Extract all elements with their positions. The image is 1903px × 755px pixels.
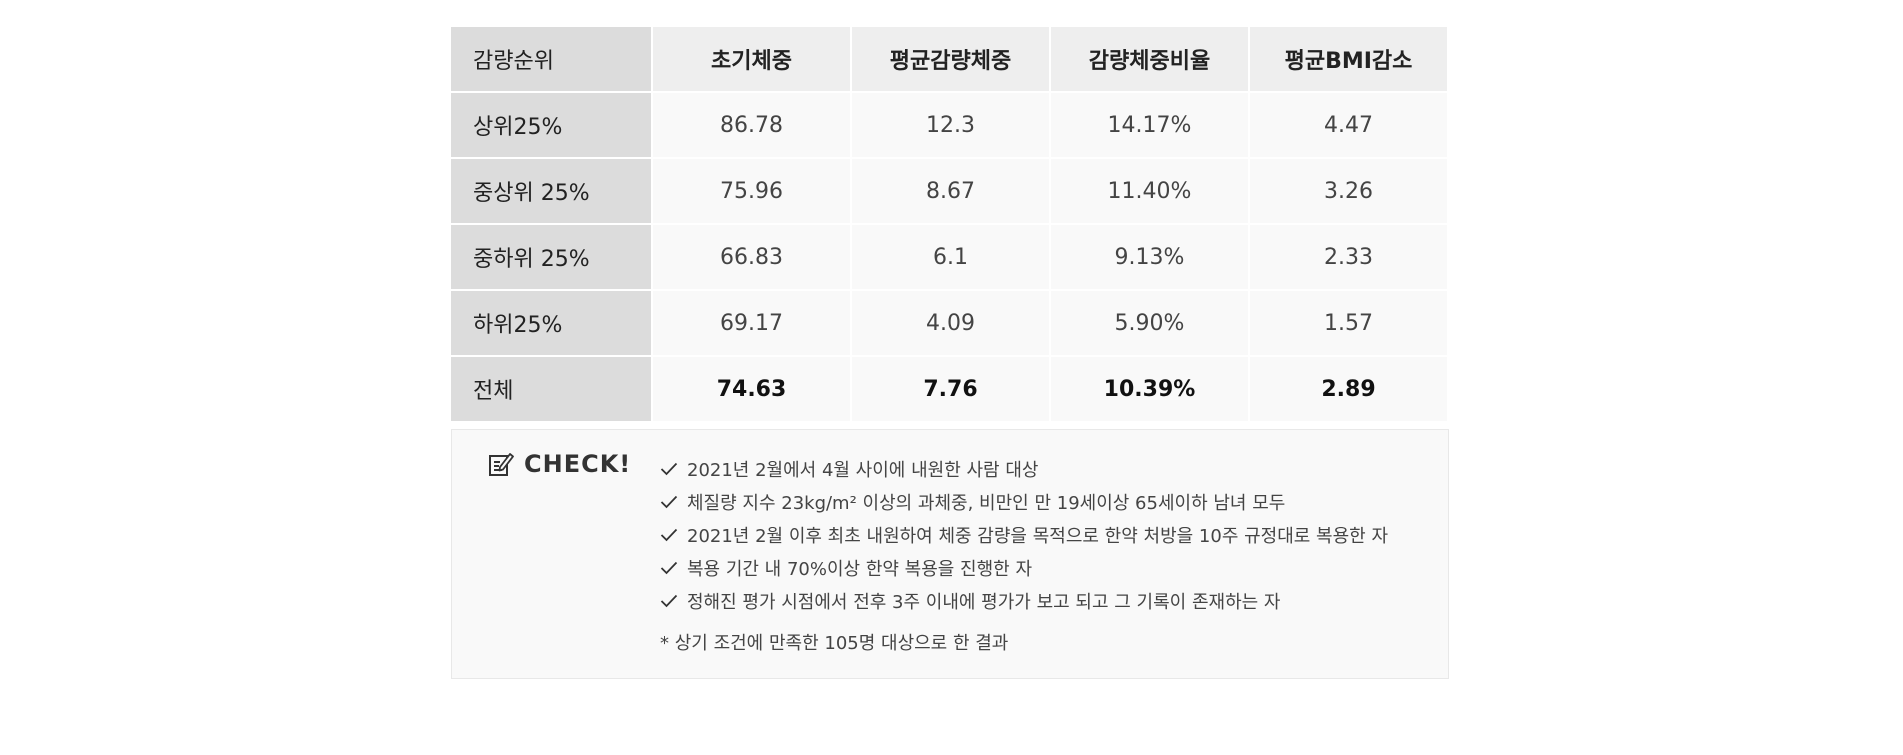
criteria-list: 2021년 2월에서 4월 사이에 내원한 사람 대상 체질량 지수 23kg/… [660, 452, 1388, 617]
cell-initial-weight: 75.96 [653, 159, 850, 223]
table-row: 하위25% 69.17 4.09 5.90% 1.57 [451, 291, 1447, 355]
checkmark-icon [660, 495, 678, 509]
cell-bmi-reduction: 4.47 [1250, 93, 1447, 157]
results-table: 감량순위 초기체중 평균감량체중 감량체중비율 평균BMI감소 상위25% 86… [449, 25, 1449, 423]
cell-avg-loss: 4.09 [852, 291, 1049, 355]
header-bmi-reduction: 평균BMI감소 [1250, 27, 1447, 91]
cell-bmi-reduction: 1.57 [1250, 291, 1447, 355]
list-item: 2021년 2월에서 4월 사이에 내원한 사람 대상 [660, 452, 1388, 485]
header-initial-weight: 초기체중 [653, 27, 850, 91]
header-rank: 감량순위 [451, 27, 651, 91]
header-avg-loss: 평균감량체중 [852, 27, 1049, 91]
cell-initial-weight: 74.63 [653, 357, 850, 421]
row-rank: 중상위 25% [451, 159, 651, 223]
check-heading: CHECK! [488, 450, 631, 478]
row-rank: 하위25% [451, 291, 651, 355]
memo-pencil-icon [488, 451, 514, 477]
cell-initial-weight: 66.83 [653, 225, 850, 289]
cell-avg-loss: 7.76 [852, 357, 1049, 421]
criteria-text: 복용 기간 내 70%이상 한약 복용을 진행한 자 [687, 558, 1033, 580]
table-row: 중상위 25% 75.96 8.67 11.40% 3.26 [451, 159, 1447, 223]
cell-avg-loss: 12.3 [852, 93, 1049, 157]
footnote: * 상기 조건에 만족한 105명 대상으로 한 결과 [660, 633, 1009, 654]
cell-avg-loss: 6.1 [852, 225, 1049, 289]
list-item: 2021년 2월 이후 최초 내원하여 체중 감량을 목적으로 한약 처방을 1… [660, 518, 1388, 551]
cell-bmi-reduction: 2.89 [1250, 357, 1447, 421]
cell-initial-weight: 86.78 [653, 93, 850, 157]
cell-loss-ratio: 11.40% [1051, 159, 1248, 223]
cell-avg-loss: 8.67 [852, 159, 1049, 223]
table-row: 상위25% 86.78 12.3 14.17% 4.47 [451, 93, 1447, 157]
criteria-text: 체질량 지수 23kg/m² 이상의 과체중, 비만인 만 19세이상 65세이… [687, 492, 1286, 514]
list-item: 정해진 평가 시점에서 전후 3주 이내에 평가가 보고 되고 그 기록이 존재… [660, 584, 1388, 617]
row-rank: 전체 [451, 357, 651, 421]
criteria-text: 정해진 평가 시점에서 전후 3주 이내에 평가가 보고 되고 그 기록이 존재… [687, 591, 1281, 613]
row-rank: 중하위 25% [451, 225, 651, 289]
table-row-total: 전체 74.63 7.76 10.39% 2.89 [451, 357, 1447, 421]
cell-loss-ratio: 14.17% [1051, 93, 1248, 157]
table-row: 중하위 25% 66.83 6.1 9.13% 2.33 [451, 225, 1447, 289]
cell-bmi-reduction: 2.33 [1250, 225, 1447, 289]
cell-bmi-reduction: 3.26 [1250, 159, 1447, 223]
list-item: 복용 기간 내 70%이상 한약 복용을 진행한 자 [660, 551, 1388, 584]
table-header-row: 감량순위 초기체중 평균감량체중 감량체중비율 평균BMI감소 [451, 27, 1447, 91]
weight-loss-results: 감량순위 초기체중 평균감량체중 감량체중비율 평균BMI감소 상위25% 86… [451, 27, 1451, 679]
header-loss-ratio: 감량체중비율 [1051, 27, 1248, 91]
check-panel: CHECK! 2021년 2월에서 4월 사이에 내원한 사람 대상 체질량 지… [451, 429, 1449, 679]
list-item: 체질량 지수 23kg/m² 이상의 과체중, 비만인 만 19세이상 65세이… [660, 485, 1388, 518]
criteria-text: 2021년 2월 이후 최초 내원하여 체중 감량을 목적으로 한약 처방을 1… [687, 525, 1389, 547]
cell-initial-weight: 69.17 [653, 291, 850, 355]
checkmark-icon [660, 594, 678, 608]
criteria-text: 2021년 2월에서 4월 사이에 내원한 사람 대상 [687, 459, 1039, 481]
cell-loss-ratio: 10.39% [1051, 357, 1248, 421]
checkmark-icon [660, 462, 678, 476]
check-label: CHECK! [524, 450, 632, 478]
cell-loss-ratio: 5.90% [1051, 291, 1248, 355]
checkmark-icon [660, 561, 678, 575]
cell-loss-ratio: 9.13% [1051, 225, 1248, 289]
row-rank: 상위25% [451, 93, 651, 157]
checkmark-icon [660, 528, 678, 542]
